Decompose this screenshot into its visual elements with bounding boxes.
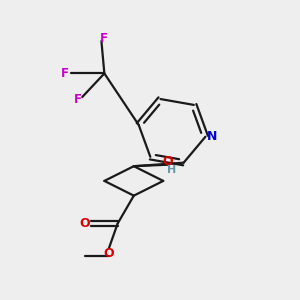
Text: F: F [100,32,108,45]
Text: F: F [61,67,69,80]
Text: O: O [79,217,90,230]
Text: H: H [167,165,176,175]
Text: O: O [162,155,173,168]
Text: O: O [103,248,114,260]
Text: F: F [74,93,82,106]
Text: N: N [207,130,217,143]
